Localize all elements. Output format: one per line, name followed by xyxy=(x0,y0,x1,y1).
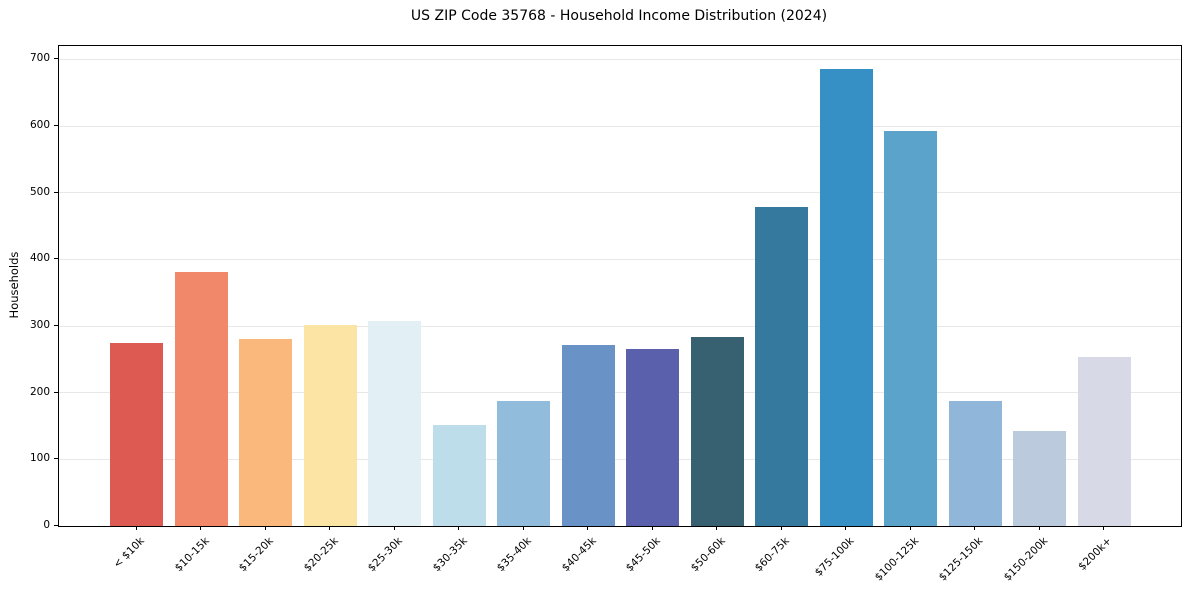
y-tick-mark-500 xyxy=(54,191,58,193)
bar-40-45k xyxy=(561,344,615,526)
x-tick-label-4: $25-30k xyxy=(365,535,405,575)
gridline-y-200 xyxy=(59,392,1181,394)
y-tick-label-100: 100 xyxy=(29,452,50,465)
gridline-y-700 xyxy=(59,58,1181,60)
y-tick-mark-100 xyxy=(54,458,58,460)
y-tick-mark-0 xyxy=(54,525,58,526)
gridline-y-100 xyxy=(59,458,1181,460)
x-tick-label-14: $150-200k xyxy=(1001,535,1050,584)
bar-50-60k xyxy=(690,337,744,526)
x-tick-mark-15 xyxy=(1103,526,1104,530)
y-tick-label-200: 200 xyxy=(29,385,50,398)
x-tick-label-12: $100-125k xyxy=(872,535,921,584)
x-tick-mark-3 xyxy=(329,526,330,530)
x-tick-label-6: $35-40k xyxy=(494,535,534,575)
x-tick-mark-11 xyxy=(845,526,846,530)
bar-125-150k xyxy=(948,400,1002,526)
x-tick-mark-4 xyxy=(393,526,395,530)
x-tick-label-9: $50-60k xyxy=(688,535,728,575)
plot-area xyxy=(58,45,1182,527)
gridline-y-300 xyxy=(59,325,1181,327)
x-tick-label-7: $40-45k xyxy=(559,535,599,575)
bar-20-25k xyxy=(303,325,357,526)
bar-10-15k xyxy=(174,272,228,526)
y-tick-mark-400 xyxy=(54,258,58,260)
x-tick-mark-1 xyxy=(200,526,201,530)
x-tick-mark-14 xyxy=(1038,526,1040,530)
x-tick-label-5: $30-35k xyxy=(430,535,470,575)
bar-60-75k xyxy=(755,206,808,526)
x-tick-mark-7 xyxy=(587,526,588,530)
x-tick-label-3: $20-25k xyxy=(301,535,341,575)
bar-25-30k xyxy=(368,321,421,526)
gridline-y-400 xyxy=(59,258,1181,260)
x-tick-label-10: $60-75k xyxy=(752,535,792,575)
y-tick-mark-600 xyxy=(54,125,58,126)
x-tick-mark-2 xyxy=(264,526,266,530)
bar-35-40k xyxy=(497,400,550,526)
bar-15-20k xyxy=(239,338,292,526)
bar-45-50k xyxy=(626,348,679,526)
x-tick-mark-12 xyxy=(909,526,911,530)
gridline-y-500 xyxy=(59,192,1181,194)
x-tick-mark-0 xyxy=(135,526,137,530)
bar-100-125k xyxy=(884,131,937,526)
y-tick-label-600: 600 xyxy=(29,119,50,131)
x-tick-mark-6 xyxy=(522,526,524,530)
y-tick-label-500: 500 xyxy=(29,185,50,198)
chart-title: US ZIP Code 35768 - Household Income Dis… xyxy=(410,8,828,24)
x-tick-mark-5 xyxy=(458,526,459,530)
x-tick-label-13: $125-150k xyxy=(936,535,986,584)
bar-30-35k xyxy=(432,424,486,526)
x-tick-label-1: $10-15k xyxy=(172,535,212,575)
bar-200k xyxy=(1077,357,1131,526)
x-tick-label-0: < $10k xyxy=(111,535,147,571)
x-tick-label-15: $200k+ xyxy=(1076,535,1115,573)
x-tick-mark-8 xyxy=(651,526,653,530)
y-tick-label-300: 300 xyxy=(29,319,50,331)
gridline-y-600 xyxy=(59,125,1181,127)
x-tick-mark-9 xyxy=(716,526,717,530)
x-tick-label-2: $15-20k xyxy=(236,535,276,575)
bar-75-100k xyxy=(819,68,873,526)
y-tick-label-0: 0 xyxy=(43,519,50,531)
y-tick-label-700: 700 xyxy=(29,52,50,65)
y-tick-mark-700 xyxy=(54,58,58,60)
bar-150-200k xyxy=(1013,431,1066,526)
x-tick-label-11: $75-100k xyxy=(812,535,857,579)
y-tick-label-400: 400 xyxy=(29,252,50,265)
y-tick-mark-200 xyxy=(54,391,58,393)
y-tick-mark-300 xyxy=(54,325,58,326)
x-tick-mark-10 xyxy=(780,526,782,530)
bar-10k xyxy=(110,342,163,526)
x-tick-mark-13 xyxy=(974,526,975,530)
x-tick-label-8: $45-50k xyxy=(623,535,663,575)
